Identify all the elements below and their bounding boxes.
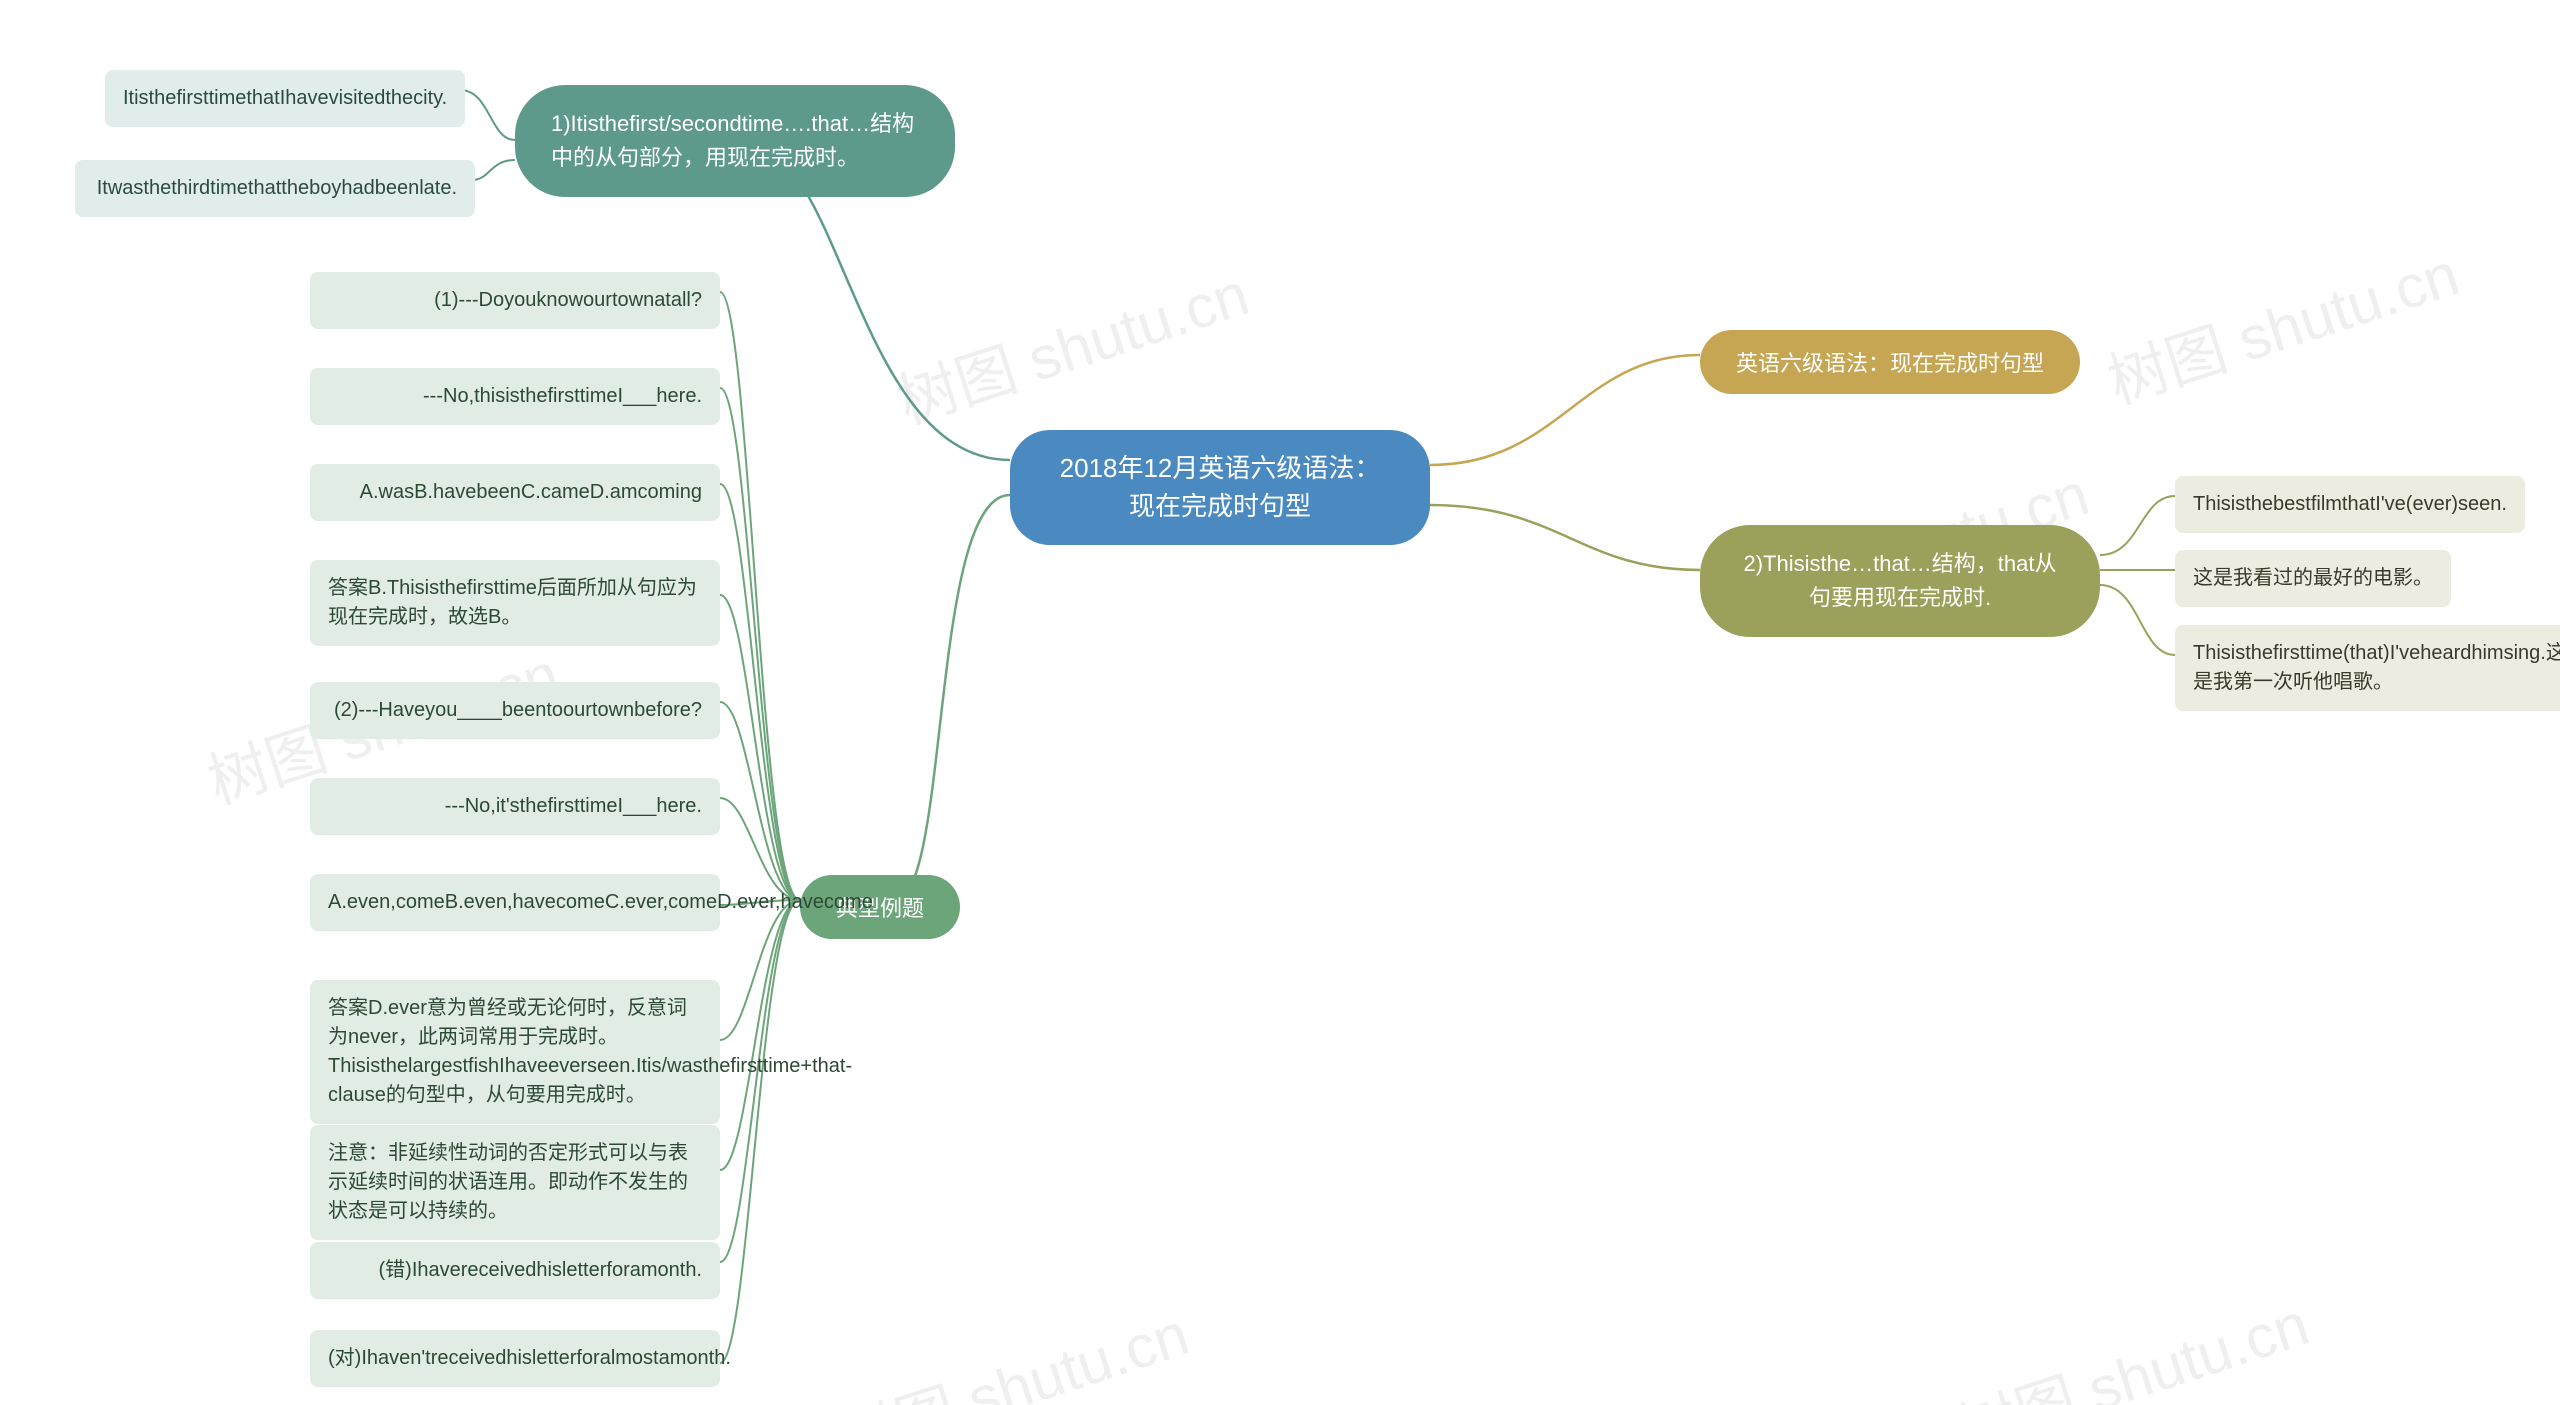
leaf-r2-a[interactable]: ThisisthebestfilmthatI've(ever)seen. (2175, 476, 2525, 533)
leaf-l2-i[interactable]: 注意：非延续性动词的否定形式可以与表示延续时间的状语连用。即动作不发生的状态是可… (310, 1125, 720, 1240)
leaf-l2-k[interactable]: (对)Ihaven'treceivedhisletterforalmostamo… (310, 1330, 720, 1387)
leaf-l2-f[interactable]: ---No,it'sthefirsttimeI___here. (310, 778, 720, 835)
leaf-l2-b[interactable]: ---No,thisisthefirsttimeI___here. (310, 368, 720, 425)
branch-l1[interactable]: 1)Itisthefirst/secondtime….that…结构中的从句部分… (515, 85, 955, 197)
leaf-l2-c[interactable]: A.wasB.havebeenC.cameD.amcoming (310, 464, 720, 521)
mindmap-canvas: 树图 shutu.cn 树图 shutu.cn 树图 shutu.cn 树图 s… (0, 0, 2560, 1405)
leaf-l2-e[interactable]: (2)---Haveyou____beentoourtownbefore? (310, 682, 720, 739)
root-node[interactable]: 2018年12月英语六级语法：现在完成时句型 (1010, 430, 1430, 545)
leaf-r2-b[interactable]: 这是我看过的最好的电影。 (2175, 550, 2451, 607)
branch-r1[interactable]: 英语六级语法：现在完成时句型 (1700, 330, 2080, 394)
leaf-l2-h[interactable]: 答案D.ever意为曾经或无论何时，反意词为never，此两词常用于完成时。Th… (310, 980, 720, 1124)
leaf-l2-d[interactable]: 答案B.Thisisthefirsttime后面所加从句应为现在完成时，故选B。 (310, 560, 720, 646)
branch-r2[interactable]: 2)Thisisthe…that…结构，that从句要用现在完成时. (1700, 525, 2100, 637)
leaf-l1-b[interactable]: Itwasthethirdtimethattheboyhadbeenlate. (75, 160, 475, 217)
leaf-l2-g[interactable]: A.even,comeB.even,havecomeC.ever,comeD.e… (310, 874, 720, 931)
leaf-l2-j[interactable]: (错)Ihavereceivedhisletterforamonth. (310, 1242, 720, 1299)
leaf-l1-a[interactable]: ItisthefirsttimethatIhavevisitedthecity. (105, 70, 465, 127)
leaf-r2-c[interactable]: Thisisthefirsttime(that)I'veheardhimsing… (2175, 625, 2560, 711)
leaf-l2-a[interactable]: (1)---Doyouknowourtownatall? (310, 272, 720, 329)
